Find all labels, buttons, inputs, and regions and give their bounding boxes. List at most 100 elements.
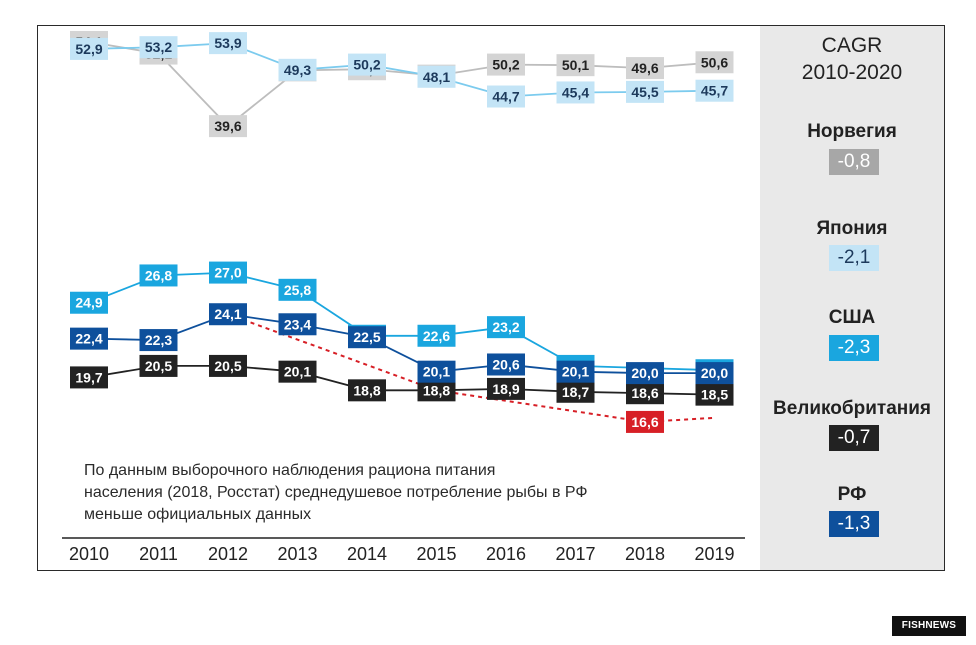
data-label-text: 20,0 bbox=[631, 365, 658, 381]
x-tick-label: 2015 bbox=[416, 544, 456, 564]
data-label-bg bbox=[626, 382, 664, 405]
data-label-bg bbox=[278, 360, 317, 383]
data-label-bg bbox=[556, 81, 595, 104]
data-label-bg bbox=[209, 115, 247, 138]
data-label-bg bbox=[70, 366, 108, 389]
data-label-bg bbox=[209, 32, 247, 55]
cagr-period: 2010-2020 bbox=[801, 61, 903, 84]
data-label-text: 44,7 bbox=[492, 89, 519, 105]
footnote: По данным выборочного наблюдения рациона… bbox=[84, 460, 644, 526]
series-line-1 bbox=[88, 42, 715, 98]
series-line-russia-survey bbox=[227, 313, 714, 423]
data-label-bg bbox=[278, 313, 317, 336]
x-tick-label: 2018 bbox=[625, 544, 665, 564]
data-label-text: 23,4 bbox=[284, 316, 311, 332]
series-line-0 bbox=[88, 41, 715, 128]
data-label-bg bbox=[209, 261, 247, 284]
data-label-bg bbox=[487, 377, 525, 400]
data-label: 20,0 bbox=[626, 362, 664, 385]
data-label-text: 45,5 bbox=[631, 84, 658, 100]
data-label: 18,8 bbox=[348, 379, 386, 402]
series-line-2 bbox=[88, 271, 715, 372]
data-label: 20,0 bbox=[695, 362, 734, 385]
data-label-text: 24,1 bbox=[214, 306, 241, 322]
data-label: 25,8 bbox=[278, 278, 317, 301]
data-label-bg bbox=[209, 354, 247, 377]
cagr-country-japan: Япония bbox=[816, 218, 888, 239]
data-label-bg bbox=[487, 316, 525, 339]
data-label: 22,5 bbox=[348, 326, 386, 349]
data-label-text: 49,3 bbox=[284, 62, 311, 78]
cagr-value-russia: -1,3 bbox=[829, 511, 879, 537]
data-label-text: 20,5 bbox=[145, 358, 172, 374]
cagr-country-norway: Норвегия bbox=[807, 121, 897, 142]
fishnews-logo: FISHNEWS bbox=[892, 616, 966, 636]
data-label-text: 20,5 bbox=[214, 358, 241, 374]
data-label: 53,2 bbox=[139, 36, 178, 59]
data-label-text: 53,2 bbox=[145, 39, 172, 55]
data-label: 52,9 bbox=[70, 37, 108, 60]
cagr-sidebar: CAGR 2010-2020 Норвегия -0,8 Япония -2,1… bbox=[760, 26, 944, 570]
data-label-bg bbox=[417, 360, 456, 383]
data-label: 45,4 bbox=[556, 81, 595, 104]
cagr-value-norway: -0,8 bbox=[829, 149, 879, 175]
data-label-bg bbox=[695, 383, 734, 406]
series-line-4 bbox=[88, 313, 715, 374]
x-tick-label: 2013 bbox=[277, 544, 317, 564]
data-label-text: 16,6 bbox=[631, 414, 658, 430]
data-label-text: 45,4 bbox=[562, 84, 589, 100]
x-tick-label: 2012 bbox=[208, 544, 248, 564]
data-label-text: 23,2 bbox=[492, 319, 519, 335]
x-tick-label: 2014 bbox=[347, 544, 387, 564]
data-label: 22,6 bbox=[417, 324, 456, 347]
data-label-text: 18,8 bbox=[353, 382, 380, 398]
footnote-line: населения (2018, Росстат) среднедушевое … bbox=[84, 484, 588, 501]
data-label-bg bbox=[417, 379, 456, 402]
data-label-bg bbox=[70, 37, 108, 60]
data-label-text: 39,6 bbox=[214, 118, 241, 134]
data-label-bg bbox=[487, 53, 525, 76]
data-label: 16,6 bbox=[626, 410, 664, 433]
cagr-country-usa: США bbox=[828, 307, 876, 328]
data-label-bg bbox=[278, 58, 317, 81]
data-label: 20,1 bbox=[556, 360, 595, 383]
data-label-bg bbox=[139, 36, 178, 59]
data-label-text: 48,1 bbox=[423, 69, 450, 85]
x-tick-label: 2010 bbox=[69, 544, 109, 564]
x-tick-label: 2019 bbox=[694, 544, 734, 564]
data-label-bg bbox=[626, 362, 664, 385]
data-label: 20,1 bbox=[278, 360, 317, 383]
data-label-bg bbox=[626, 80, 664, 103]
series-lines bbox=[62, 41, 745, 539]
data-label: 18,8 bbox=[417, 379, 456, 402]
data-label-bg bbox=[417, 65, 456, 88]
data-label-text: 50,2 bbox=[353, 57, 380, 73]
data-label-bg bbox=[348, 379, 386, 402]
data-label: 48,1 bbox=[417, 65, 456, 88]
data-label-bg bbox=[70, 327, 108, 350]
data-label: 39,6 bbox=[209, 115, 247, 138]
data-label-bg bbox=[139, 329, 178, 352]
cagr-country-russia: РФ bbox=[837, 484, 867, 505]
data-label: 18,9 bbox=[487, 377, 525, 400]
data-label: 23,2 bbox=[487, 316, 525, 339]
footnote-line: По данным выборочного наблюдения рациона… bbox=[84, 462, 496, 479]
data-label-text: 50,6 bbox=[701, 54, 728, 70]
data-label-text: 53,9 bbox=[214, 35, 241, 51]
data-label-text: 22,4 bbox=[75, 331, 102, 347]
data-label-text: 27,0 bbox=[214, 265, 241, 281]
data-label-text: 45,7 bbox=[701, 83, 728, 99]
data-label: 22,3 bbox=[139, 329, 178, 352]
data-label: 20,6 bbox=[487, 353, 525, 376]
data-label: 50,1 bbox=[556, 54, 595, 77]
data-label: 49,3 bbox=[278, 58, 317, 81]
data-label: 45,5 bbox=[626, 80, 664, 103]
data-label-bg bbox=[556, 360, 595, 383]
data-label-bg bbox=[348, 326, 386, 349]
data-label: 24,9 bbox=[70, 291, 108, 314]
data-label: 44,7 bbox=[487, 85, 525, 108]
data-label-bg bbox=[626, 410, 664, 433]
point-labels: 54,152,139,649,249,448,350,250,149,650,6… bbox=[70, 30, 734, 433]
data-label-text: 50,1 bbox=[562, 57, 589, 73]
